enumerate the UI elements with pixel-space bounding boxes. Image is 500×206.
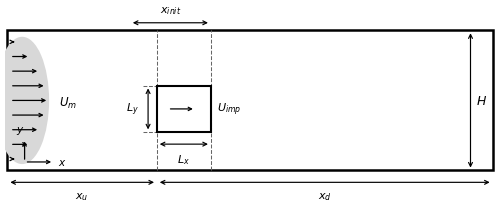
Text: $x$: $x$ — [58, 157, 66, 167]
Text: $H$: $H$ — [476, 95, 488, 107]
Text: $x_{init}$: $x_{init}$ — [160, 6, 181, 17]
Ellipse shape — [0, 37, 49, 164]
Text: $x_d$: $x_d$ — [318, 190, 332, 202]
Text: $L_y$: $L_y$ — [126, 101, 140, 118]
Text: $U_m$: $U_m$ — [59, 96, 77, 111]
Text: $y$: $y$ — [16, 124, 25, 136]
Bar — [157, 86, 211, 133]
Text: $x_u$: $x_u$ — [76, 190, 89, 202]
Bar — [8, 31, 492, 171]
Text: $L_x$: $L_x$ — [178, 152, 190, 166]
Text: $U_{imp}$: $U_{imp}$ — [216, 101, 241, 118]
